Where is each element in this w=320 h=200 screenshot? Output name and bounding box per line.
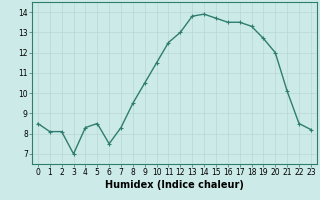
X-axis label: Humidex (Indice chaleur): Humidex (Indice chaleur) — [105, 180, 244, 190]
